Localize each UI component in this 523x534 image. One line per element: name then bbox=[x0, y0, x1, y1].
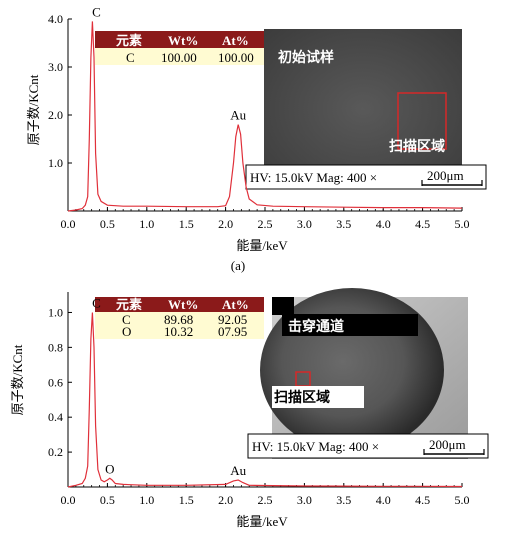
ticks-a: 0.0 0.5 1.0 1.5 2.0 2.5 3.0 3.5 4.0 4.5 5.0 1.0 2.0 3… bbox=[48, 12, 470, 231]
x-tick-label: 5.0 bbox=[455, 217, 470, 231]
table-b-header-element: 元素 bbox=[116, 297, 142, 312]
panel-b: 击穿通道 扫描区域 HV: 15.0kV Mag: 400 × 200μm 元素… bbox=[10, 288, 489, 529]
sem-b-region-label: 扫描区域 bbox=[274, 389, 330, 406]
x-tick-label: 2.0 bbox=[218, 493, 233, 507]
x-axis-label-a: 能量/keV bbox=[236, 238, 288, 253]
x-tick-label: 5.0 bbox=[455, 493, 470, 507]
table-b-cell: C bbox=[122, 312, 131, 327]
table-b-cell: 07.95 bbox=[218, 324, 247, 339]
table-b-cell: 89.68 bbox=[164, 312, 193, 327]
y-tick-label: 2.0 bbox=[48, 108, 63, 122]
sem-b-mask-tl bbox=[272, 297, 294, 315]
table-b-cell: 92.05 bbox=[218, 312, 247, 327]
sem-image-b: 击穿通道 扫描区域 HV: 15.0kV Mag: 400 × 200μm bbox=[247, 288, 489, 459]
table-b-cell: 10.32 bbox=[164, 324, 193, 339]
y-tick-label: 4.0 bbox=[48, 12, 63, 26]
panel-a-sublabel: (a) bbox=[231, 258, 245, 273]
y-tick-label: 1.0 bbox=[48, 156, 63, 170]
table-a-cell: 100.00 bbox=[218, 50, 254, 65]
x-tick-label: 2.5 bbox=[258, 493, 273, 507]
sem-b-region-label-bg bbox=[272, 386, 364, 408]
x-tick-label: 2.5 bbox=[258, 217, 273, 231]
y-tick-label: 0.6 bbox=[48, 375, 63, 389]
y-tick-label: 0.8 bbox=[48, 340, 63, 354]
table-a-header-bg bbox=[95, 31, 264, 48]
sem-b-hv: HV: 15.0kV Mag: 400 × bbox=[252, 439, 379, 454]
peak-label: Au bbox=[230, 463, 246, 478]
peak-label: C bbox=[92, 295, 101, 310]
x-tick-label: 2.0 bbox=[218, 217, 233, 231]
x-tick-label: 0.5 bbox=[100, 217, 115, 231]
x-tick-label: 1.0 bbox=[139, 217, 154, 231]
peak-label: Au bbox=[230, 108, 246, 123]
sem-b-title-bg bbox=[282, 314, 418, 336]
y-tick-label: 1.0 bbox=[48, 305, 63, 319]
table-a-header-at: At% bbox=[222, 33, 249, 48]
peak-labels-a: C Au bbox=[92, 4, 247, 122]
x-tick-label: 1.0 bbox=[139, 493, 154, 507]
x-tick-label: 0.5 bbox=[100, 493, 115, 507]
spectrum-line-b bbox=[67, 312, 463, 488]
table-b-header-wt: Wt% bbox=[168, 297, 198, 312]
element-table-a: 元素 Wt% At% C 100.00 100.00 bbox=[95, 31, 264, 65]
element-table-b: 元素 Wt% At% C 89.68 92.05 O 10.32 07.95 bbox=[95, 297, 264, 339]
x-tick-label: 3.5 bbox=[336, 493, 351, 507]
x-tick-label: 4.5 bbox=[415, 217, 430, 231]
x-axis-label-b: 能量/keV bbox=[236, 514, 288, 529]
peak-label: C bbox=[92, 4, 101, 19]
sem-b-scale: 200μm bbox=[429, 437, 466, 452]
y-tick-label: 0.4 bbox=[48, 410, 63, 424]
x-tick-label: 4.0 bbox=[376, 217, 391, 231]
x-tick-label: 0.0 bbox=[61, 493, 76, 507]
x-tick-label: 3.0 bbox=[297, 493, 312, 507]
y-axis-label-a: 原子数/KCnt bbox=[26, 74, 41, 145]
table-a-header-wt: Wt% bbox=[168, 33, 198, 48]
table-b-cell: O bbox=[122, 324, 131, 339]
x-tick-label: 0.0 bbox=[61, 217, 76, 231]
x-tick-label: 1.5 bbox=[179, 217, 194, 231]
sem-a-title: 初始试样 bbox=[278, 49, 334, 66]
peak-labels-b: CO Au bbox=[92, 295, 247, 478]
sem-image-a-background bbox=[264, 29, 462, 189]
x-tick-label: 3.0 bbox=[297, 217, 312, 231]
table-a-body-bg bbox=[95, 48, 264, 65]
x-tick-label: 1.5 bbox=[179, 493, 194, 507]
table-a-header-element: 元素 bbox=[116, 33, 142, 48]
scan-region-box-a bbox=[397, 92, 447, 150]
y-tick-label: 0.2 bbox=[48, 445, 63, 459]
table-a-cell: C bbox=[126, 50, 135, 65]
sem-b-title: 击穿通道 bbox=[288, 318, 344, 335]
peak-label: O bbox=[105, 461, 114, 476]
table-b-header-bg bbox=[95, 297, 264, 312]
sem-a-hv: HV: 15.0kV Mag: 400 × bbox=[250, 170, 377, 185]
sem-a-region-label: 扫描区域 bbox=[389, 138, 445, 155]
table-b-header-at: At% bbox=[222, 297, 249, 312]
table-a-cell: 100.00 bbox=[161, 50, 197, 65]
y-tick-label: 3.0 bbox=[48, 60, 63, 74]
spectrum-line-a bbox=[67, 21, 463, 212]
x-tick-label: 4.5 bbox=[415, 493, 430, 507]
sem-image-a: 初始试样 扫描区域 HV: 15.0kV Mag: 400 × 200μm bbox=[245, 29, 487, 190]
ticks-b: 0.0 0.5 1.0 1.5 2.0 2.5 3.0 3.5 4.0 4.5 5.0 0.2 0.4 0… bbox=[48, 305, 470, 507]
panel-a: 初始试样 扫描区域 HV: 15.0kV Mag: 400 × 200μm 元素… bbox=[26, 4, 487, 273]
table-b-body-bg bbox=[95, 312, 264, 339]
sem-a-scale: 200μm bbox=[427, 168, 464, 183]
x-tick-label: 3.5 bbox=[336, 217, 351, 231]
x-tick-label: 4.0 bbox=[376, 493, 391, 507]
y-axis-label-b: 原子数/KCnt bbox=[10, 344, 25, 415]
